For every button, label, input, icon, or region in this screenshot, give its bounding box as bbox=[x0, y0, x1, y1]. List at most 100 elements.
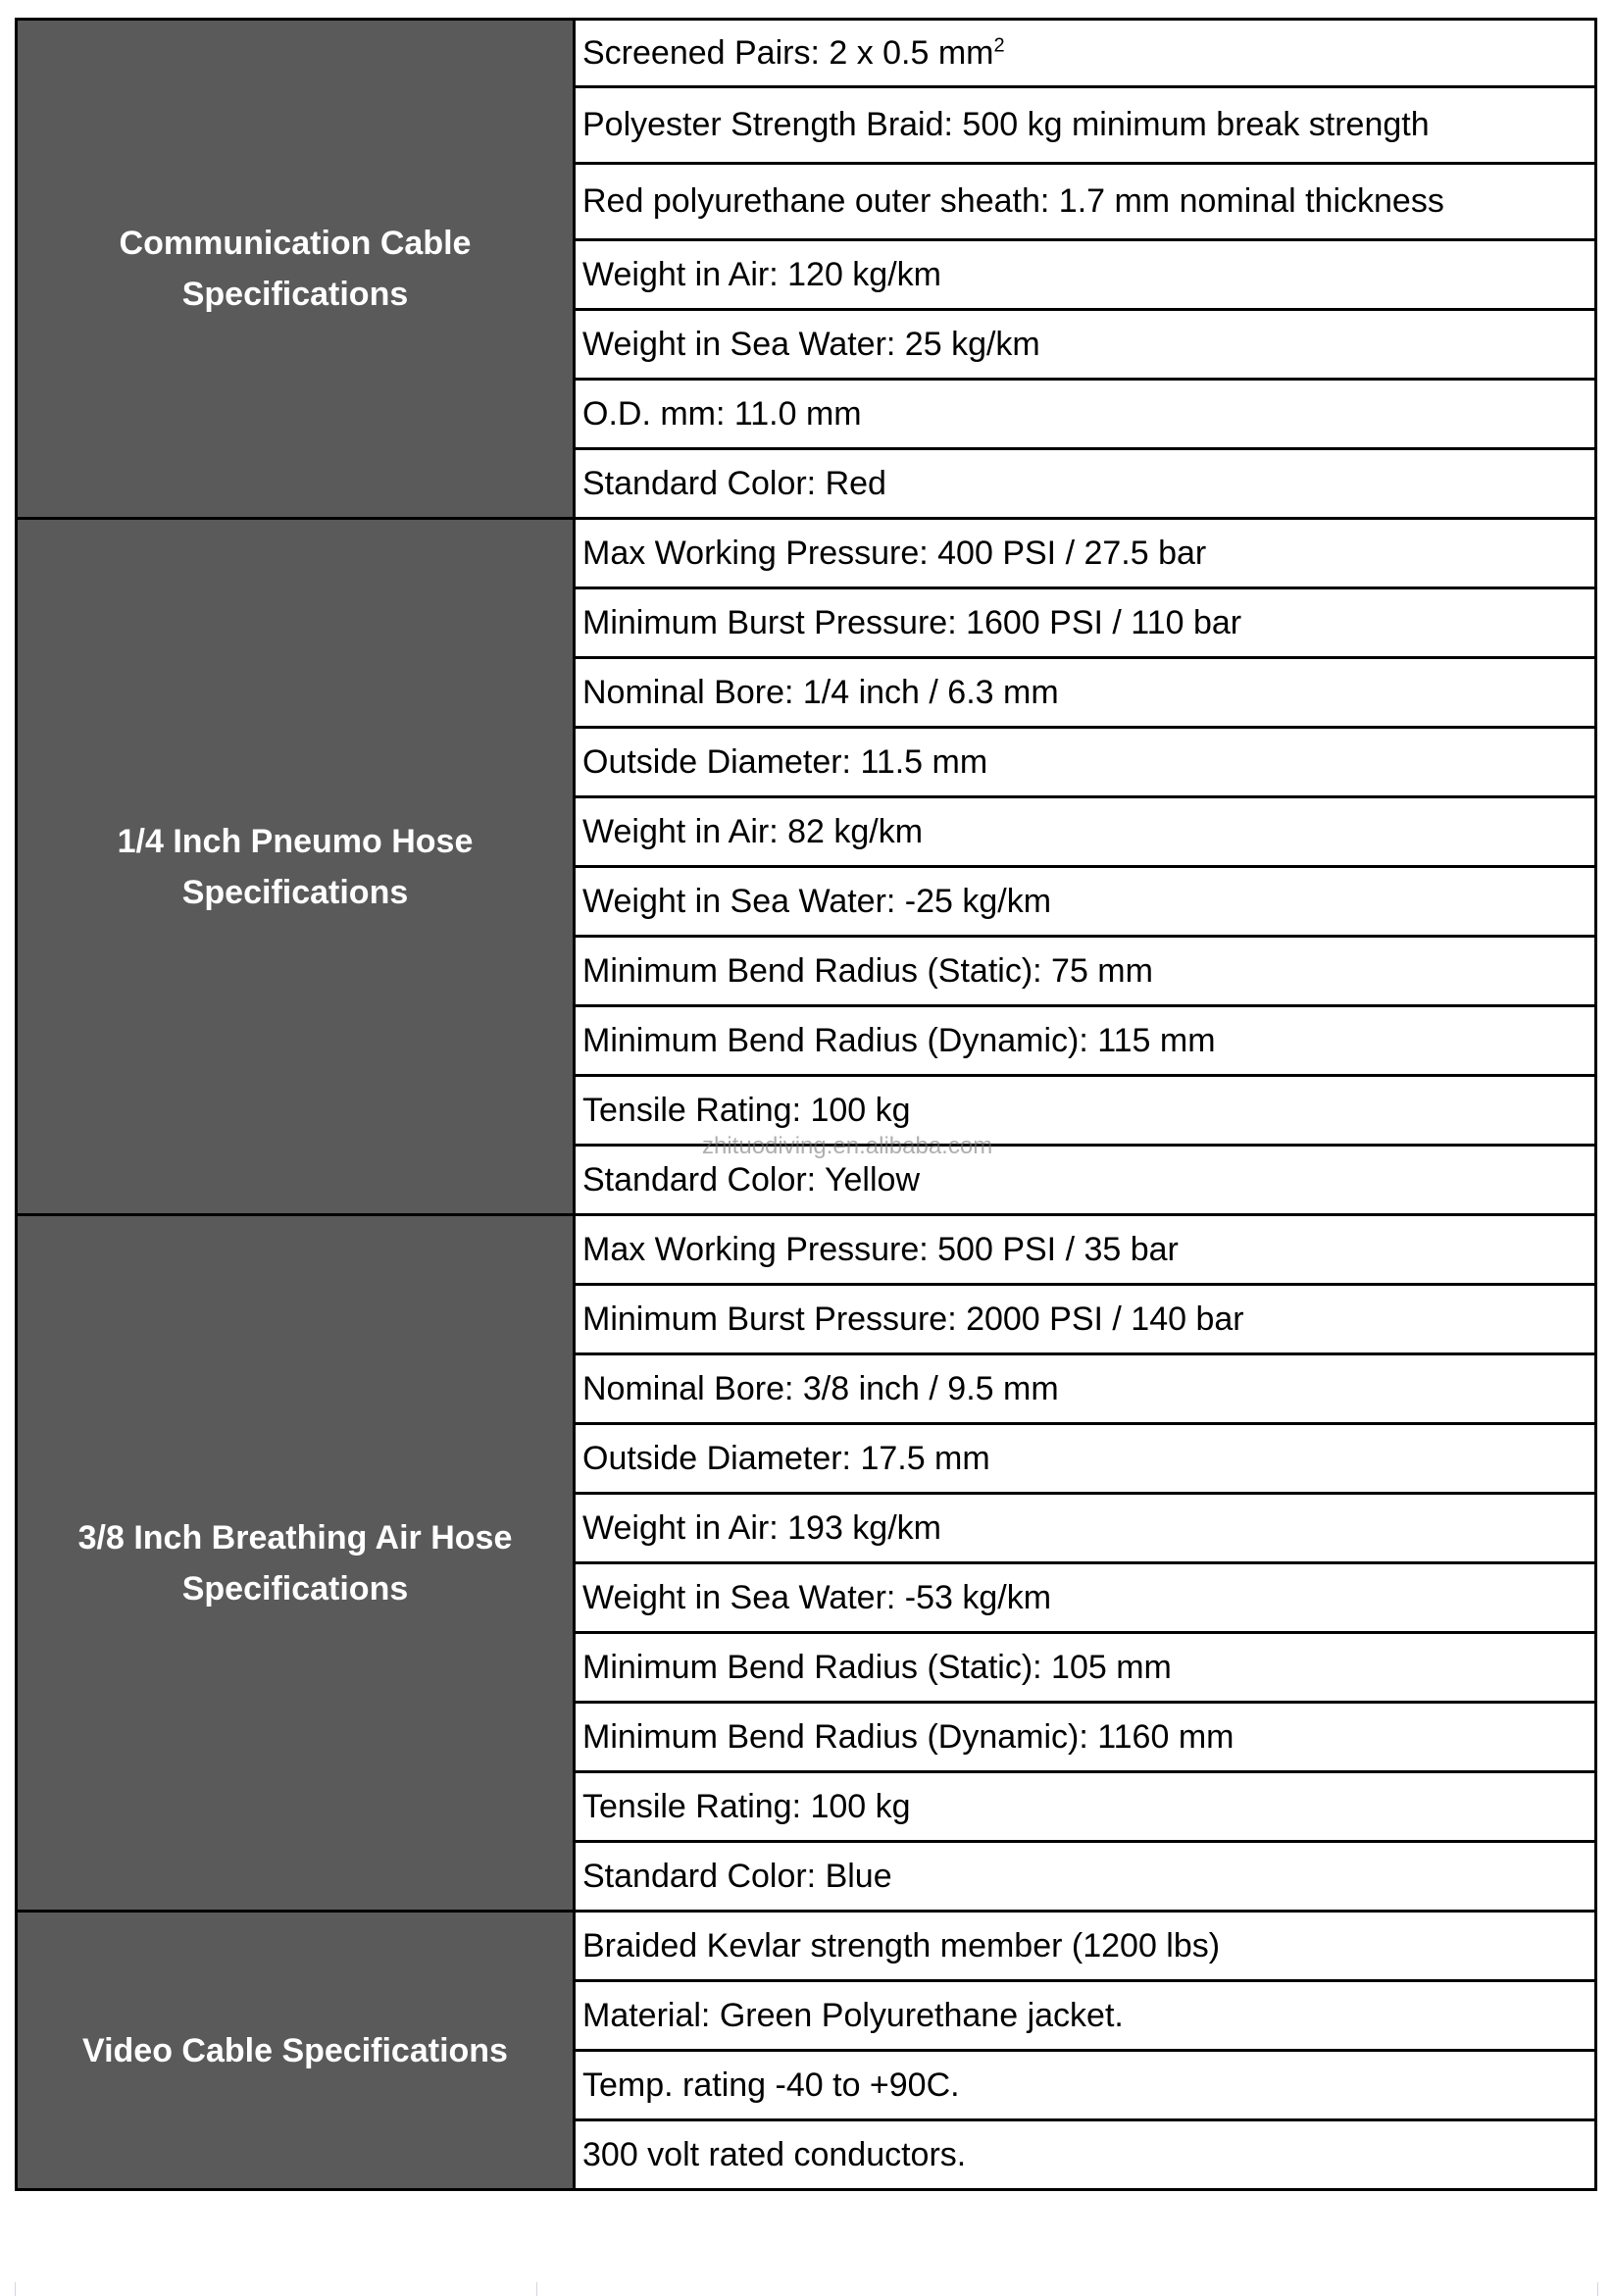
spec-text: Minimum Bend Radius (Dynamic): 115 mm bbox=[582, 1021, 1216, 1059]
spec-text: Weight in Sea Water: -25 kg/km bbox=[582, 882, 1052, 920]
spec-text: Standard Color: Yellow bbox=[582, 1160, 921, 1199]
spec-cell: Minimum Bend Radius (Dynamic): 115 mm bbox=[573, 1004, 1597, 1077]
table-row: Weight in Sea Water: -53 kg/km bbox=[17, 1561, 1597, 1634]
spec-text: Minimum Burst Pressure: 1600 PSI / 110 b… bbox=[582, 603, 1242, 641]
spec-cell: Tensile Rating: 100 kg bbox=[573, 1770, 1597, 1843]
table-row: Weight in Air: 82 kg/km bbox=[17, 795, 1597, 868]
table-row: Nominal Bore: 3/8 inch / 9.5 mm bbox=[17, 1352, 1597, 1425]
table-row: Weight in Sea Water: 25 kg/km bbox=[17, 308, 1597, 381]
table-row: Minimum Burst Pressure: 1600 PSI / 110 b… bbox=[17, 587, 1597, 659]
spec-cell: Standard Color: Blue bbox=[573, 1840, 1597, 1913]
spec-text: Screened Pairs: 2 x 0.5 mm bbox=[582, 33, 994, 72]
table-row: Tensile Rating: 100 kg bbox=[17, 1074, 1597, 1147]
spec-text: Standard Color: Red bbox=[582, 464, 886, 502]
spec-cell: Weight in Air: 120 kg/km bbox=[573, 238, 1597, 311]
spec-text: Weight in Air: 193 kg/km bbox=[582, 1508, 941, 1547]
spec-text: Weight in Sea Water: -53 kg/km bbox=[582, 1578, 1052, 1616]
table-row: Minimum Bend Radius (Static): 105 mm bbox=[17, 1631, 1597, 1704]
table-row: Minimum Bend Radius (Dynamic): 1160 mm bbox=[17, 1701, 1597, 1773]
spec-text: Minimum Bend Radius (Dynamic): 1160 mm bbox=[582, 1717, 1234, 1756]
table-row: Standard Color: Yellow bbox=[17, 1144, 1597, 1216]
table-row: 1/4 Inch Pneumo Hose Specifications Max W… bbox=[15, 517, 1597, 1216]
spec-text: Outside Diameter: 11.5 mm bbox=[582, 742, 988, 781]
spec-text: Weight in Air: 82 kg/km bbox=[582, 812, 924, 850]
table-row: Minimum Bend Radius (Dynamic): 115 mm bbox=[17, 1004, 1597, 1077]
spec-cell: Braided Kevlar strength member (1200 lbs… bbox=[573, 1910, 1597, 1982]
spec-cell: Temp. rating -40 to +90C. bbox=[573, 2049, 1597, 2121]
spec-cell: Minimum Bend Radius (Static): 105 mm bbox=[573, 1631, 1597, 1704]
spec-cell: Minimum Burst Pressure: 2000 PSI / 140 b… bbox=[573, 1283, 1597, 1355]
table-row: Material: Green Polyurethane jacket. bbox=[17, 1979, 1597, 2052]
spec-cell: Standard Color: Yellow bbox=[573, 1144, 1597, 1216]
spec-text: 300 volt rated conductors. bbox=[582, 2135, 967, 2173]
spec-text: Red polyurethane outer sheath: 1.7 mm no… bbox=[582, 182, 1444, 220]
spec-cell: Max Working Pressure: 500 PSI / 35 bar bbox=[573, 1213, 1597, 1286]
spec-cell: 300 volt rated conductors. bbox=[573, 2118, 1597, 2191]
spec-text: Minimum Burst Pressure: 2000 PSI / 140 b… bbox=[582, 1300, 1244, 1338]
section-title: 3/8 Inch Breathing Air Hose Specificatio… bbox=[15, 1213, 576, 1913]
spec-cell: Screened Pairs: 2 x 0.5 mm2 bbox=[573, 18, 1597, 88]
table-row: Nominal Bore: 1/4 inch / 6.3 mm bbox=[17, 656, 1597, 729]
spec-cell: Minimum Burst Pressure: 1600 PSI / 110 b… bbox=[573, 587, 1597, 659]
table-row: Red polyurethane outer sheath: 1.7 mm no… bbox=[17, 162, 1597, 241]
spec-text: Nominal Bore: 1/4 inch / 6.3 mm bbox=[582, 673, 1059, 711]
superscript: 2 bbox=[993, 34, 1005, 57]
table-row: Minimum Bend Radius (Static): 75 mm bbox=[17, 935, 1597, 1007]
spec-text: Polyester Strength Braid: 500 kg minimum… bbox=[582, 106, 1430, 143]
spec-cell: Outside Diameter: 17.5 mm bbox=[573, 1422, 1597, 1495]
table-row: Outside Diameter: 17.5 mm bbox=[17, 1422, 1597, 1495]
section-title: Communication Cable Specifications bbox=[15, 18, 576, 520]
spec-text: Minimum Bend Radius (Static): 75 mm bbox=[582, 951, 1153, 990]
table-row: Polyester Strength Braid: 500 kg minimum… bbox=[17, 85, 1597, 165]
table-row: Weight in Sea Water: -25 kg/km bbox=[17, 865, 1597, 938]
spec-cell: Weight in Air: 193 kg/km bbox=[573, 1492, 1597, 1564]
spec-cell: Polyester Strength Braid: 500 kg minimum… bbox=[573, 85, 1597, 165]
spec-cell: Tensile Rating: 100 kg bbox=[573, 1074, 1597, 1147]
table-row: 300 volt rated conductors. bbox=[17, 2118, 1597, 2191]
section-title: Video Cable Specifications bbox=[15, 1910, 576, 2191]
spec-text: Weight in Sea Water: 25 kg/km bbox=[582, 325, 1040, 363]
spec-text: Tensile Rating: 100 kg bbox=[582, 1787, 911, 1825]
spec-text: Braided Kevlar strength member (1200 lbs… bbox=[582, 1926, 1221, 1964]
spec-cell: Nominal Bore: 1/4 inch / 6.3 mm bbox=[573, 656, 1597, 729]
spec-cell: Standard Color: Red bbox=[573, 447, 1597, 520]
table-row: Standard Color: Red bbox=[17, 447, 1597, 520]
table-row: Communication Cable Specifications Screen… bbox=[15, 18, 1597, 520]
table-row: O.D. mm: 11.0 mm bbox=[17, 378, 1597, 450]
table-row: Standard Color: Blue bbox=[17, 1840, 1597, 1913]
table-row: Temp. rating -40 to +90C. bbox=[17, 2049, 1597, 2121]
spec-text: Outside Diameter: 17.5 mm bbox=[582, 1439, 990, 1477]
spec-cell: Max Working Pressure: 400 PSI / 27.5 bar bbox=[573, 517, 1597, 589]
table-row: Weight in Air: 120 kg/km bbox=[17, 238, 1597, 311]
spec-text: O.D. mm: 11.0 mm bbox=[582, 394, 862, 433]
spec-cell: Weight in Air: 82 kg/km bbox=[573, 795, 1597, 868]
spec-text: Standard Color: Blue bbox=[582, 1857, 892, 1895]
spec-cell: Nominal Bore: 3/8 inch / 9.5 mm bbox=[573, 1352, 1597, 1425]
table-row: Video Cable Specifications Braided Kevlar… bbox=[15, 1910, 1597, 2191]
spec-cell: Minimum Bend Radius (Static): 75 mm bbox=[573, 935, 1597, 1007]
spec-text: Max Working Pressure: 400 PSI / 27.5 bar bbox=[582, 534, 1207, 572]
spec-cell: O.D. mm: 11.0 mm bbox=[573, 378, 1597, 450]
spec-cell: Weight in Sea Water: -53 kg/km bbox=[573, 1561, 1597, 1634]
spec-cell: Weight in Sea Water: -25 kg/km bbox=[573, 865, 1597, 938]
spec-cell: Material: Green Polyurethane jacket. bbox=[573, 1979, 1597, 2052]
table-row: Outside Diameter: 11.5 mm bbox=[17, 726, 1597, 798]
table-row: 3/8 Inch Breathing Air Hose Specificatio… bbox=[15, 1213, 1597, 1913]
table-row: Tensile Rating: 100 kg bbox=[17, 1770, 1597, 1843]
empty-grid-row bbox=[15, 2282, 1598, 2296]
spec-table: Communication Cable Specifications Screen… bbox=[15, 18, 1597, 2191]
spec-text: Nominal Bore: 3/8 inch / 9.5 mm bbox=[582, 1369, 1059, 1407]
spec-text: Material: Green Polyurethane jacket. bbox=[582, 1996, 1124, 2034]
spec-cell: Weight in Sea Water: 25 kg/km bbox=[573, 308, 1597, 381]
spec-cell: Red polyurethane outer sheath: 1.7 mm no… bbox=[573, 162, 1597, 241]
spec-text: Temp. rating -40 to +90C. bbox=[582, 2066, 960, 2104]
table-row: Weight in Air: 193 kg/km bbox=[17, 1492, 1597, 1564]
table-row: Minimum Burst Pressure: 2000 PSI / 140 b… bbox=[17, 1283, 1597, 1355]
spec-cell: Outside Diameter: 11.5 mm bbox=[573, 726, 1597, 798]
section-title: 1/4 Inch Pneumo Hose Specifications bbox=[15, 517, 576, 1216]
spec-cell: Minimum Bend Radius (Dynamic): 1160 mm bbox=[573, 1701, 1597, 1773]
spec-text: Max Working Pressure: 500 PSI / 35 bar bbox=[582, 1230, 1179, 1268]
spec-text: Tensile Rating: 100 kg bbox=[582, 1091, 911, 1129]
spec-text: Weight in Air: 120 kg/km bbox=[582, 255, 941, 293]
spec-text: Minimum Bend Radius (Static): 105 mm bbox=[582, 1648, 1172, 1686]
